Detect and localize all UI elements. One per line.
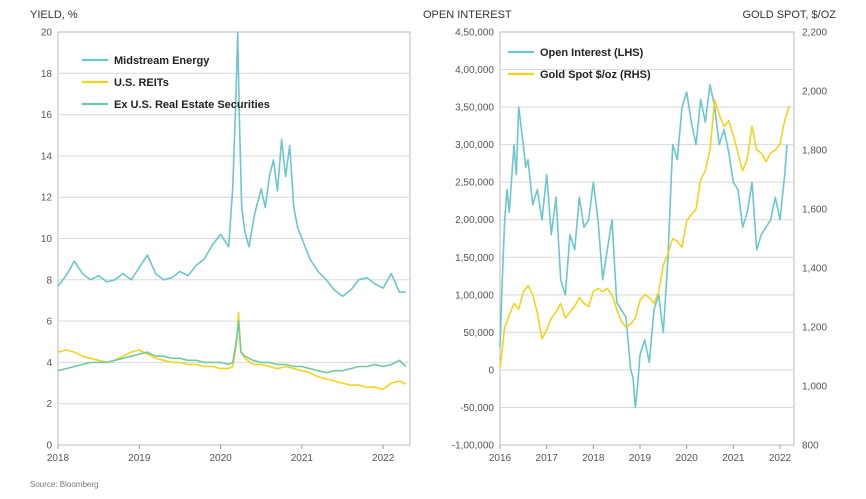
series-line-open-interest-lhs: [499, 83, 788, 409]
y-tick-label: 50,000: [463, 328, 494, 339]
right-legend: Open Interest (LHS) Gold Spot $/oz (RHS): [508, 47, 651, 81]
y-tick-label: -1,00,000: [452, 441, 495, 452]
x-tick-label: 2018: [582, 453, 605, 464]
right-plot-frame: [499, 31, 795, 446]
y-tick-label: 2,50,000: [455, 178, 494, 189]
y2-tick-label: 1,800: [802, 146, 827, 157]
x-tick-label: 2018: [47, 453, 70, 464]
x-tick-label: 2020: [209, 453, 232, 464]
x-tick-label: 2021: [722, 453, 745, 464]
left-series-lines: [57, 31, 407, 391]
series-line-gold-spot-oz-rhs: [499, 99, 791, 369]
y-tick-label: 3,00,000: [455, 140, 494, 151]
x-tick-label: 2022: [372, 453, 395, 464]
x-tick-label: 2022: [769, 453, 792, 464]
x-tick-label: 2017: [536, 453, 559, 464]
y-tick-label: 4,00,000: [455, 65, 494, 76]
y-tick-label: 4: [46, 358, 52, 369]
x-tick-label: 2019: [629, 453, 652, 464]
legend-label: Gold Spot $/oz (RHS): [540, 69, 651, 81]
y-tick-label: 8: [46, 275, 52, 286]
y-tick-label: 0: [488, 365, 494, 376]
x-tick-label: 2020: [676, 453, 699, 464]
legend-label: Ex U.S. Real Estate Securities: [114, 99, 270, 111]
legend-label: Open Interest (LHS): [540, 47, 644, 59]
y2-tick-label: 1,000: [802, 382, 827, 393]
y-tick-label: 2,00,000: [455, 215, 494, 226]
right-y2-ticks: 800 1,000 1,200 1,400 1,600 1,800 2,000 2,200: [802, 28, 827, 452]
y-tick-label: 20: [41, 28, 53, 39]
y-tick-label: 16: [41, 110, 53, 121]
right-y-axis-title: OPEN INTEREST: [423, 9, 512, 21]
left-y-ticks: 0 2 4 6 8 10 12 14 16 18 20: [41, 28, 53, 452]
y-tick-label: 1,00,000: [455, 290, 494, 301]
y-tick-label: 0: [46, 441, 52, 452]
x-tick-label: 2016: [489, 453, 512, 464]
x-tick-label: 2019: [128, 453, 151, 464]
source-note: Source: Bloomberg: [30, 480, 98, 489]
series-line-ex-u-s-real-estate-securities: [57, 320, 407, 374]
y2-tick-label: 1,200: [802, 323, 827, 334]
y-tick-label: 18: [41, 69, 53, 80]
left-legend: Midstream Energy U.S. REITs Ex U.S. Real E…: [82, 55, 270, 111]
y2-tick-label: 1,400: [802, 264, 827, 275]
right-y-ticks: -1,00,000 -50,000 0 50,000 1,00,000 1,50,000 2…: [452, 28, 495, 452]
left-y-axis-title: YIELD, %: [30, 9, 78, 21]
y2-tick-label: 800: [802, 441, 819, 452]
right-chart: OPEN INTEREST GOLD SPOT, $/OZ -1,00,000-…: [423, 9, 836, 464]
y-tick-label: 10: [41, 234, 53, 245]
right-y2-axis-title: GOLD SPOT, $/OZ: [742, 9, 836, 21]
y2-tick-label: 2,000: [802, 87, 827, 98]
x-tick-label: 2021: [291, 453, 314, 464]
legend-label: Midstream Energy: [114, 55, 210, 67]
legend-label: U.S. REITs: [114, 77, 169, 89]
y-tick-label: 14: [41, 151, 53, 162]
series-line-u-s-reits: [57, 311, 407, 391]
y-tick-label: 1,50,000: [455, 253, 494, 264]
y2-tick-label: 1,600: [802, 205, 827, 216]
y-tick-label: -50,000: [460, 403, 494, 414]
series-line-midstream-energy: [57, 31, 406, 298]
right-gridlines: [500, 69, 794, 408]
y2-tick-label: 2,200: [802, 28, 827, 39]
y-tick-label: 3,50,000: [455, 103, 494, 114]
right-x-ticks: 2016 2017 2018 2019 2020 2021 2022: [489, 445, 792, 464]
y-tick-label: 4,50,000: [455, 28, 494, 39]
left-x-ticks: 2018 2019 2020 2021 2022: [47, 445, 395, 464]
y-tick-label: 2: [46, 399, 52, 410]
left-gridlines: [58, 72, 410, 405]
y-tick-label: 12: [41, 193, 53, 204]
y-tick-label: 6: [46, 317, 52, 328]
right-series-lines: [499, 83, 791, 409]
